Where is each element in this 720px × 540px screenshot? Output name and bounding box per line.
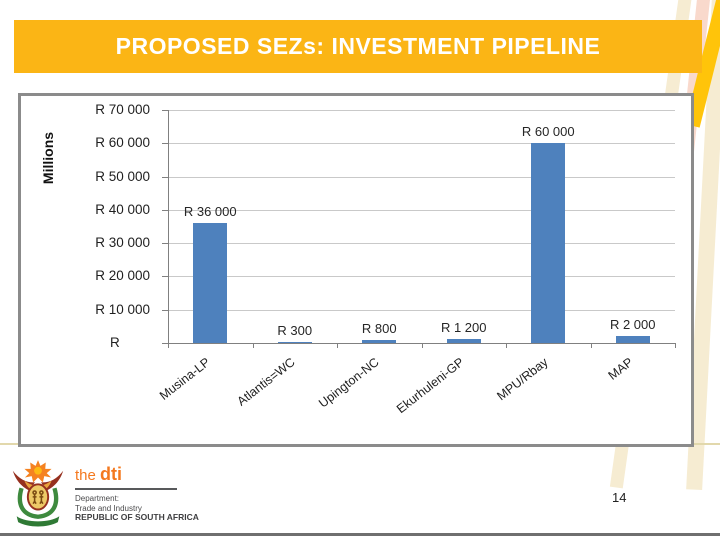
page-number: 14 (612, 490, 627, 505)
gridline-40000 (168, 209, 675, 211)
y-axis-tick (162, 209, 168, 211)
y-axis-tick-label: R 20 000 (95, 268, 150, 284)
slide-title: PROPOSED SEZs: INVESTMENT PIPELINE (115, 33, 601, 59)
y-axis-tick (162, 276, 168, 278)
y-axis-tick (162, 143, 168, 145)
bar-atlantis-wc (277, 342, 312, 343)
x-axis-tick (675, 343, 676, 348)
y-axis-tick-label: R 40 000 (95, 201, 150, 217)
data-label-musina-lp: R 36 000 (183, 204, 237, 220)
bar-map (615, 336, 650, 343)
slide-bottom-rule (0, 533, 720, 536)
y-axis-tick (162, 176, 168, 178)
x-axis-line (162, 343, 675, 344)
gridline-60000 (168, 143, 675, 145)
bar-musina-lp (193, 223, 228, 343)
y-axis-tick-label: R 70 000 (95, 102, 150, 117)
data-label-map: R 2 000 (609, 317, 656, 333)
data-label-upington-nc: R 800 (361, 321, 397, 337)
bar-upington-nc (362, 340, 397, 343)
dti-wordmark-dti: dti (100, 464, 123, 484)
chart-canvas: Millions R R 10 000 R 20 000 R 30 000 R 40 0… (21, 96, 691, 444)
dti-department-line3: REPUBLIC OF SOUTH AFRICA (75, 512, 199, 522)
x-axis-tick (337, 343, 338, 348)
y-axis-tick (162, 309, 168, 311)
y-axis-line (168, 110, 169, 343)
gridline-20000 (168, 276, 675, 278)
x-axis-tick (590, 343, 592, 348)
y-axis-title: Millions (40, 131, 56, 185)
data-label-ekurhuleni-gp: R 1 200 (440, 320, 487, 335)
dti-wordmark-the: the (75, 467, 101, 484)
y-axis-tick-label: R (110, 335, 120, 350)
dti-logo-rule (75, 488, 177, 490)
investment-pipeline-chart: Millions R R 10 000 R 20 000 R 30 000 R 40 0… (18, 93, 694, 447)
x-axis-tick (506, 343, 507, 348)
south-africa-coat-of-arms-icon (12, 460, 64, 527)
y-axis-tick-label: R 10 000 (95, 301, 150, 317)
data-label-mpu-rbay: R 60 000 (521, 124, 575, 140)
dti-wordmark: the dti (75, 464, 199, 486)
dti-department-line1: Department: (75, 494, 120, 503)
shield-icon (26, 483, 50, 511)
dti-department-line2: Trade and Industry (75, 503, 142, 513)
bar-ekurhuleni-gp (446, 339, 481, 343)
gridline-10000 (168, 309, 675, 311)
y-axis-tick (162, 110, 168, 111)
data-label-atlantis-wc: R 300 (277, 323, 313, 338)
y-axis-tick-label: R 30 000 (95, 235, 150, 251)
gridline-70000 (168, 110, 675, 111)
sun-icon (24, 460, 52, 483)
slide-title-bar: PROPOSED SEZs: INVESTMENT PIPELINE (14, 20, 702, 73)
wreath-icon (17, 487, 59, 519)
dti-logo: the dti Department: Trade and Industry R… (75, 464, 199, 523)
y-axis-tick-label: R 50 000 (95, 168, 150, 184)
x-axis-tick (252, 343, 254, 348)
gridline-30000 (168, 243, 675, 245)
gridline-50000 (168, 176, 675, 178)
bar-mpu-rbay (531, 143, 566, 343)
y-axis-tick (162, 243, 168, 245)
x-axis-tick (168, 343, 169, 348)
x-axis-tick (421, 343, 423, 348)
shield-figures-icon (32, 490, 44, 505)
y-axis-tick-label: R 60 000 (95, 135, 150, 151)
motto-banner-icon (16, 516, 60, 527)
